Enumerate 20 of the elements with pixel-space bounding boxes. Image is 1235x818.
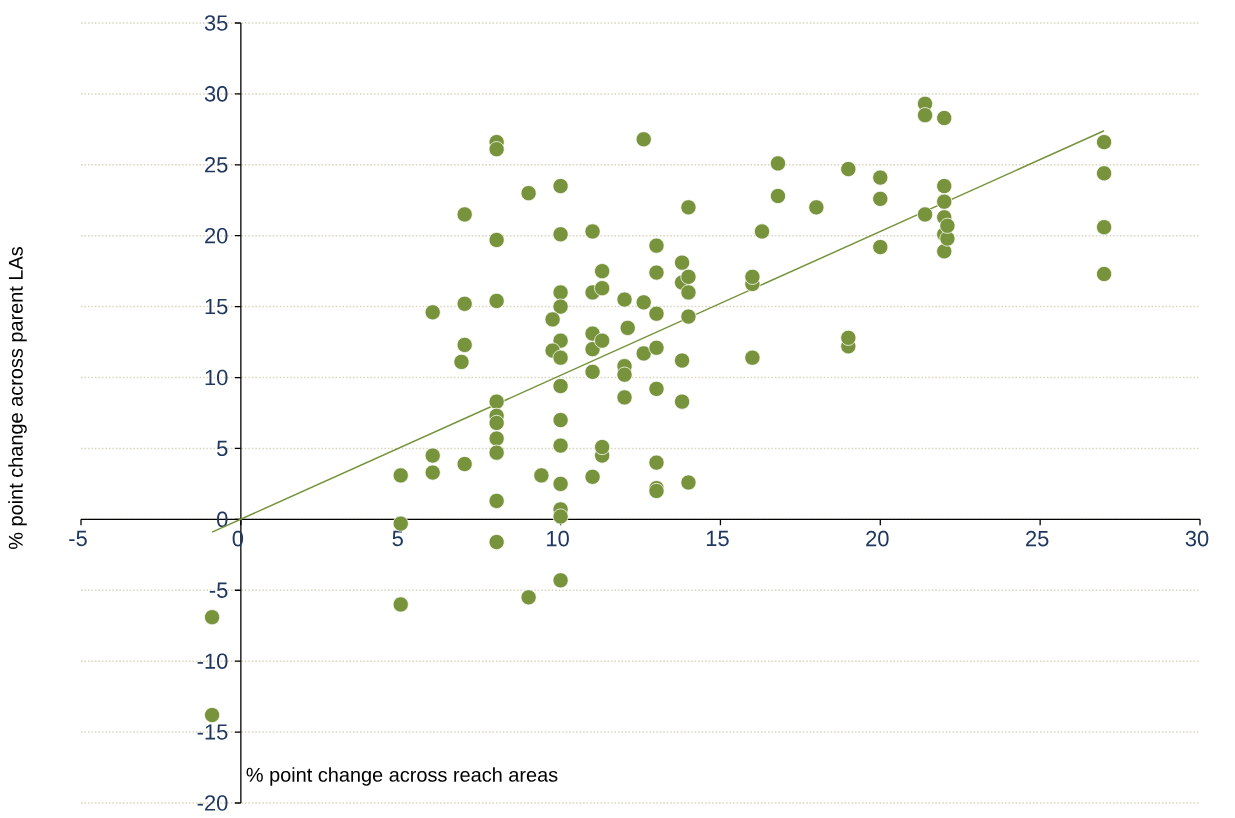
x-tick-label: 25 bbox=[1026, 530, 1049, 547]
x-tick-label: 5 bbox=[392, 530, 403, 547]
y-tick-label: 10 bbox=[205, 369, 228, 386]
y-axis-title: % point change across parent LAs bbox=[8, 247, 27, 550]
y-tick-label: -15 bbox=[197, 724, 228, 740]
x-axis-title: % point change across reach areas bbox=[246, 767, 558, 786]
x-tick-label: 20 bbox=[866, 530, 889, 547]
x-tick-label: -5 bbox=[69, 530, 87, 547]
x-tick-label: 15 bbox=[706, 530, 729, 547]
y-tick-label: 35 bbox=[204, 15, 228, 31]
y-tick-label: -5 bbox=[209, 582, 228, 598]
y-tick-label: -20 bbox=[197, 795, 228, 811]
y-tick-label: 30 bbox=[204, 86, 228, 102]
y-tick-label: 25 bbox=[205, 157, 228, 173]
y-tick-label: 20 bbox=[205, 227, 228, 244]
y-tick-label: 15 bbox=[205, 298, 228, 315]
x-tick-label: 10 bbox=[547, 530, 569, 547]
x-tick-label: 30 bbox=[1185, 530, 1209, 547]
y-tick-label: 5 bbox=[217, 440, 228, 457]
y-tick-label: -10 bbox=[197, 653, 228, 669]
